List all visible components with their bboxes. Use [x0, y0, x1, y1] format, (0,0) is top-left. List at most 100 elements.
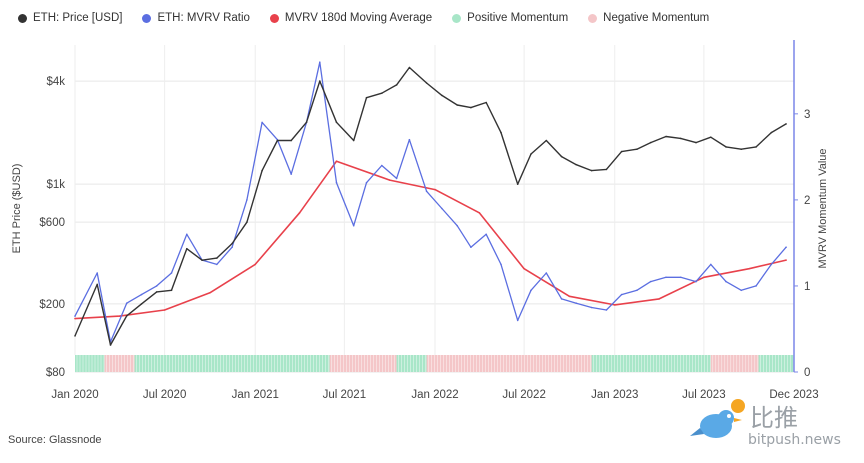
series-price-line-point: [679, 137, 682, 140]
left-tick-label: $200: [39, 299, 65, 311]
legend-swatch-ma: [269, 13, 279, 23]
legend-label-ma: MVRV 180d Moving Average: [284, 12, 433, 24]
series-price-line-point: [560, 155, 563, 158]
series-price-line-point: [381, 92, 383, 94]
series-mvrv-line-point: [755, 285, 757, 287]
series-price-line-point: [516, 183, 519, 185]
series-ma-line: [74, 160, 787, 320]
legend-swatch-positive: [452, 13, 462, 23]
series-mvrv-line-point: [785, 246, 787, 248]
series-mvrv-line-point: [352, 224, 355, 227]
momentum-bars: [75, 355, 794, 372]
series-price-line-point: [530, 153, 532, 155]
series-price-line-point: [201, 259, 203, 262]
right-tick-label: 1: [804, 281, 810, 293]
watermark-en: bitpush.news: [748, 432, 841, 448]
series-ma-line-point: [119, 315, 121, 317]
right-tick-label: 2: [804, 195, 810, 207]
series-price-line-point: [649, 141, 652, 144]
series-ma-line-point: [298, 212, 301, 214]
series-price-line-point: [216, 257, 218, 259]
x-tick-label: Jul 2023: [682, 389, 725, 401]
momentum-segment-negative: [104, 355, 135, 372]
legend-label-positive: Positive Momentum: [467, 12, 569, 24]
series-mvrv-line-point: [96, 272, 98, 274]
series-price-line-point: [575, 163, 578, 166]
series-price-line-point: [109, 344, 112, 346]
series-mvrv-line-point: [725, 280, 727, 283]
series-mvrv-line-point: [186, 233, 188, 236]
series-price-line-point: [365, 96, 368, 99]
series-mvrv-line-point: [170, 272, 173, 274]
momentum-segment-positive: [396, 355, 427, 372]
series-mvrv-line-point: [261, 121, 263, 124]
series-price-line-point: [140, 303, 143, 305]
series-price-line-point: [305, 121, 308, 124]
series-price-line-point: [408, 66, 411, 69]
series-price-line-point: [441, 94, 443, 97]
series-mvrv-line-point: [545, 272, 548, 274]
left-tick-label: $1k: [46, 179, 65, 191]
series-price-line-point: [665, 135, 667, 138]
series-ma-line-point: [163, 309, 166, 311]
series-price-line-point: [246, 221, 248, 223]
series-mvrv-line-point: [500, 263, 502, 266]
series-mvrv-line-point: [381, 164, 383, 167]
series-mvrv-line-point: [408, 138, 411, 141]
series-mvrv-line-point: [470, 246, 472, 248]
series-ma-line-point: [613, 304, 616, 306]
axes: $80 $200 $600 $1k $4k Jan 2020 Jul 2020 Jan 202…: [11, 40, 829, 401]
series-ma-line-point: [785, 259, 787, 261]
momentum-segment-negative: [329, 355, 397, 372]
series-mvrv-line-point: [590, 306, 593, 309]
series-ma-line-point: [209, 292, 211, 294]
series-mvrv-line-point: [319, 61, 321, 63]
series-price-line-point: [125, 315, 128, 317]
series-mvrv-line-point: [710, 263, 712, 266]
series-price-line-point: [710, 136, 712, 138]
series-mvrv-line-point: [74, 315, 76, 317]
bird-logo: [690, 399, 745, 438]
series-price-line-point: [485, 101, 488, 104]
right-axis-label: MVRV Momentum Value: [817, 148, 829, 268]
momentum-segment-positive: [758, 355, 794, 372]
gridlines: [74, 45, 795, 373]
series-mvrv-line-point: [425, 190, 428, 193]
series-price-line-point: [290, 139, 293, 142]
series-mvrv-line-point: [649, 280, 652, 283]
series-price-line-point: [276, 139, 279, 142]
x-tick-label: Jan 2023: [591, 389, 638, 401]
watermark-cn: 比推: [750, 404, 798, 432]
left-tick-label: $600: [39, 217, 65, 229]
series-price-line-point: [335, 121, 338, 124]
series-mvrv-line-point: [290, 173, 293, 175]
series-ma-line-point: [658, 298, 660, 300]
legend-label-mvrv: ETH: MVRV Ratio: [157, 12, 250, 24]
legend-item-mvrv: ETH: MVRV Ratio: [142, 12, 250, 24]
x-tick-label: Jan 2020: [51, 389, 98, 401]
series-mvrv-line-point: [560, 298, 563, 300]
legend-swatch-mvrv: [142, 13, 152, 23]
series-ma-line-point: [434, 188, 436, 191]
series-price-line-point: [470, 106, 472, 109]
legend-label-price: ETH: Price [USD]: [33, 12, 123, 24]
legend-item-negative: Negative Momentum: [588, 12, 709, 24]
series-price-line-point: [740, 148, 743, 150]
series-mvrv-line-point: [365, 181, 368, 184]
legend-item-positive: Positive Momentum: [452, 12, 568, 24]
series-price-line-point: [605, 168, 608, 171]
series-mvrv-line-point: [605, 309, 608, 311]
series-price-line-point: [636, 148, 638, 150]
series-mvrv-line-point: [155, 285, 158, 287]
series-mvrv-line-point: [516, 319, 519, 322]
series-mvrv-line-point: [246, 199, 248, 201]
series-ma-line-point: [74, 317, 76, 320]
series-price-line-point: [319, 80, 321, 82]
momentum-segment-positive: [75, 355, 105, 372]
left-tick-label: $80: [46, 367, 65, 379]
series-mvrv-line-point: [695, 280, 697, 283]
series-price-line-point: [545, 139, 548, 142]
legend-swatch-price: [18, 13, 27, 23]
